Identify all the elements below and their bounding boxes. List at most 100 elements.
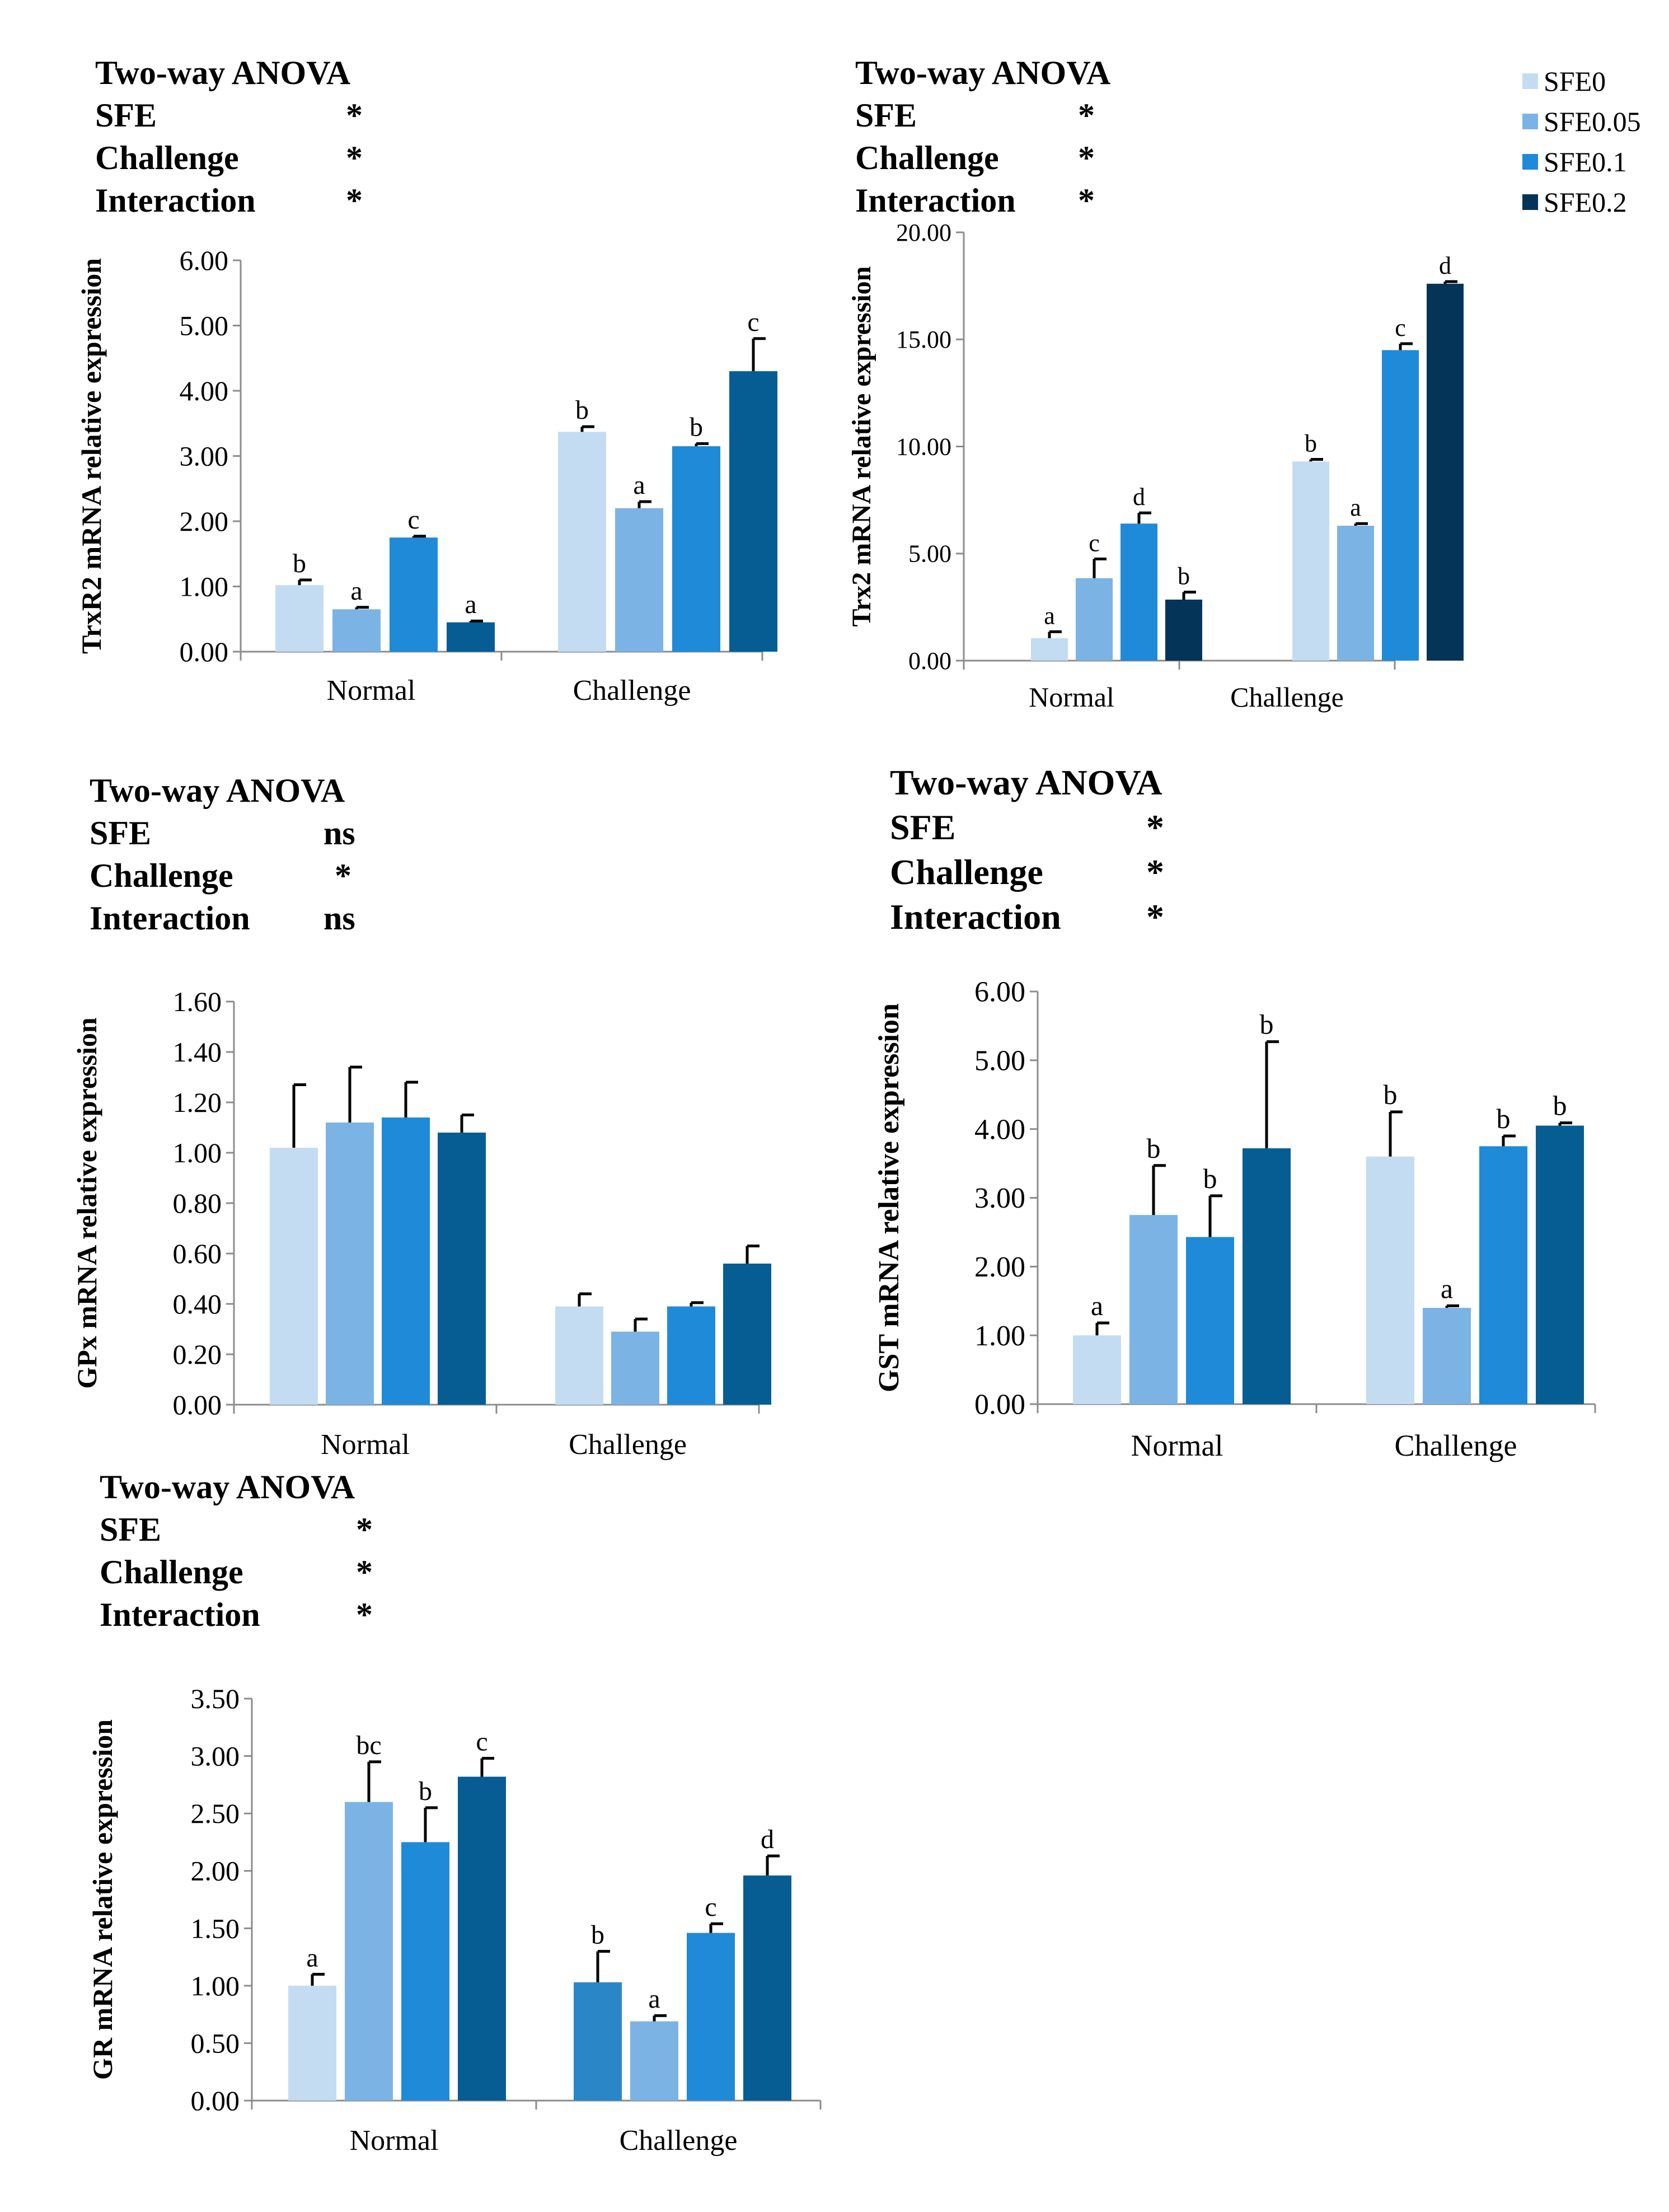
y-tick-label: 0.80 (173, 1187, 222, 1219)
anova-label: SFE (100, 1511, 162, 1548)
bar (1073, 1335, 1121, 1404)
bar (615, 508, 663, 652)
bar (1121, 523, 1157, 661)
anova-label: SFE (95, 97, 157, 134)
x-category-label: Normal (350, 2125, 439, 2157)
anova-sig: * (356, 1596, 373, 1633)
anova-row-interaction: Interaction * (95, 179, 363, 222)
anova-label: Challenge (90, 857, 233, 894)
anova-sig: * (1146, 897, 1164, 937)
bar (382, 1117, 430, 1405)
y-tick-label: 1.40 (173, 1036, 222, 1068)
anova-row-sfe: SFE * (890, 805, 1164, 850)
legend-swatch (1522, 194, 1538, 210)
anova-panel-gr: Two-way ANOVA SFE * Challenge * Interactio… (100, 1466, 373, 1636)
legend-item-sfe005: SFE0.05 (1522, 106, 1641, 137)
significance-letter: c (747, 307, 759, 337)
x-category-label: Challenge (569, 1429, 687, 1461)
y-tick-label: 0.00 (974, 1389, 1025, 1421)
significance-letter: d (1133, 483, 1145, 511)
significance-letter: c (1089, 529, 1100, 556)
x-category-label: Normal (321, 1429, 410, 1461)
anova-label: SFE (890, 807, 956, 847)
bar (275, 585, 324, 652)
significance-letter: bc (356, 1731, 381, 1760)
y-tick-label: 6.00 (180, 245, 229, 276)
chart-2: 0.00 0.20 0.40 0.60 0.80 1.00 1.20 1.40 1.60 Norm… (71, 986, 771, 1461)
y-tick-label: 4.00 (974, 1114, 1025, 1145)
significance-letter: b (1553, 1090, 1567, 1121)
bar (1382, 350, 1419, 661)
bar (288, 1985, 336, 2101)
anova-label: Interaction (855, 182, 1016, 219)
legend-label: SFE0 (1544, 66, 1606, 97)
anova-title: Two-way ANOVA (855, 52, 1110, 94)
bar (672, 446, 720, 652)
anova-title-text: Two-way ANOVA (95, 54, 351, 91)
bar (390, 537, 438, 652)
anova-sig: * (335, 857, 351, 894)
y-tick-label: 10.00 (896, 433, 951, 460)
anova-label: Challenge (95, 139, 239, 176)
anova-sig: * (1146, 852, 1164, 892)
y-tick-label: 0.00 (191, 2085, 240, 2116)
anova-row-interaction: Interaction * (855, 179, 1110, 222)
bar (1536, 1125, 1584, 1404)
legend-label: SFE0.05 (1544, 106, 1641, 137)
anova-label: Challenge (890, 852, 1043, 892)
bar (1423, 1308, 1471, 1404)
y-tick-label: 3.00 (180, 441, 229, 472)
y-tick-label: 1.00 (180, 571, 229, 602)
significance-letter: a (1044, 602, 1055, 629)
y-tick-label: 1.20 (173, 1087, 222, 1118)
anova-label: SFE (855, 97, 917, 134)
significance-letter: b (1305, 429, 1317, 457)
y-tick-label: 4.00 (180, 375, 229, 406)
anova-row-challenge: Challenge * (100, 1551, 373, 1593)
anova-sig: * (1078, 182, 1095, 219)
anova-title-text: Two-way ANOVA (855, 54, 1111, 91)
significance-letter: a (350, 576, 362, 606)
significance-letter: a (465, 590, 476, 619)
chart-1: 0.00 5.00 10.00 15.00 20.00 Normal Challenge Tr… (847, 219, 1464, 713)
significance-letter: b (1260, 1009, 1274, 1040)
anova-sig: * (346, 182, 363, 219)
legend-item-sfe01: SFE0.1 (1522, 147, 1641, 177)
significance-letter: b (1147, 1133, 1161, 1164)
legend-swatch (1522, 154, 1538, 170)
x-category-label: Normal (1029, 681, 1114, 713)
bar (1165, 599, 1202, 661)
anova-title: Two-way ANOVA (95, 52, 363, 94)
significance-letter: c (407, 505, 419, 535)
significance-letter: b (419, 1776, 432, 1806)
legend-swatch (1522, 114, 1538, 129)
significance-letter: b (1178, 563, 1190, 590)
anova-row-challenge: Challenge * (890, 850, 1164, 895)
x-category-label: Normal (327, 675, 416, 707)
significance-letter: b (1203, 1163, 1217, 1194)
anova-label: Challenge (855, 139, 999, 176)
bar (270, 1148, 318, 1405)
y-tick-label: 0.50 (191, 2027, 240, 2059)
anova-row-challenge: Challenge * (855, 137, 1110, 179)
anova-label: Interaction (100, 1596, 260, 1633)
y-tick-label: 0.00 (180, 636, 229, 667)
y-tick-label: 2.00 (180, 506, 229, 537)
significance-letter: b (690, 412, 703, 442)
x-category-label: Challenge (620, 2125, 738, 2157)
y-tick-label: 1.60 (173, 986, 222, 1017)
y-tick-label: 5.00 (974, 1045, 1025, 1077)
anova-title-text: Two-way ANOVA (890, 763, 1162, 802)
bar (438, 1133, 486, 1405)
bar (1427, 283, 1464, 661)
anova-sig: * (1078, 97, 1095, 134)
legend-item-sfe02: SFE0.2 (1522, 187, 1641, 217)
bar (1337, 526, 1374, 661)
significance-letter: b (1497, 1103, 1511, 1134)
significance-letter: a (1350, 494, 1361, 521)
significance-letter: a (648, 1984, 660, 2014)
bar (555, 1306, 603, 1405)
anova-sig: * (346, 139, 363, 176)
significance-letter: c (1395, 314, 1406, 342)
